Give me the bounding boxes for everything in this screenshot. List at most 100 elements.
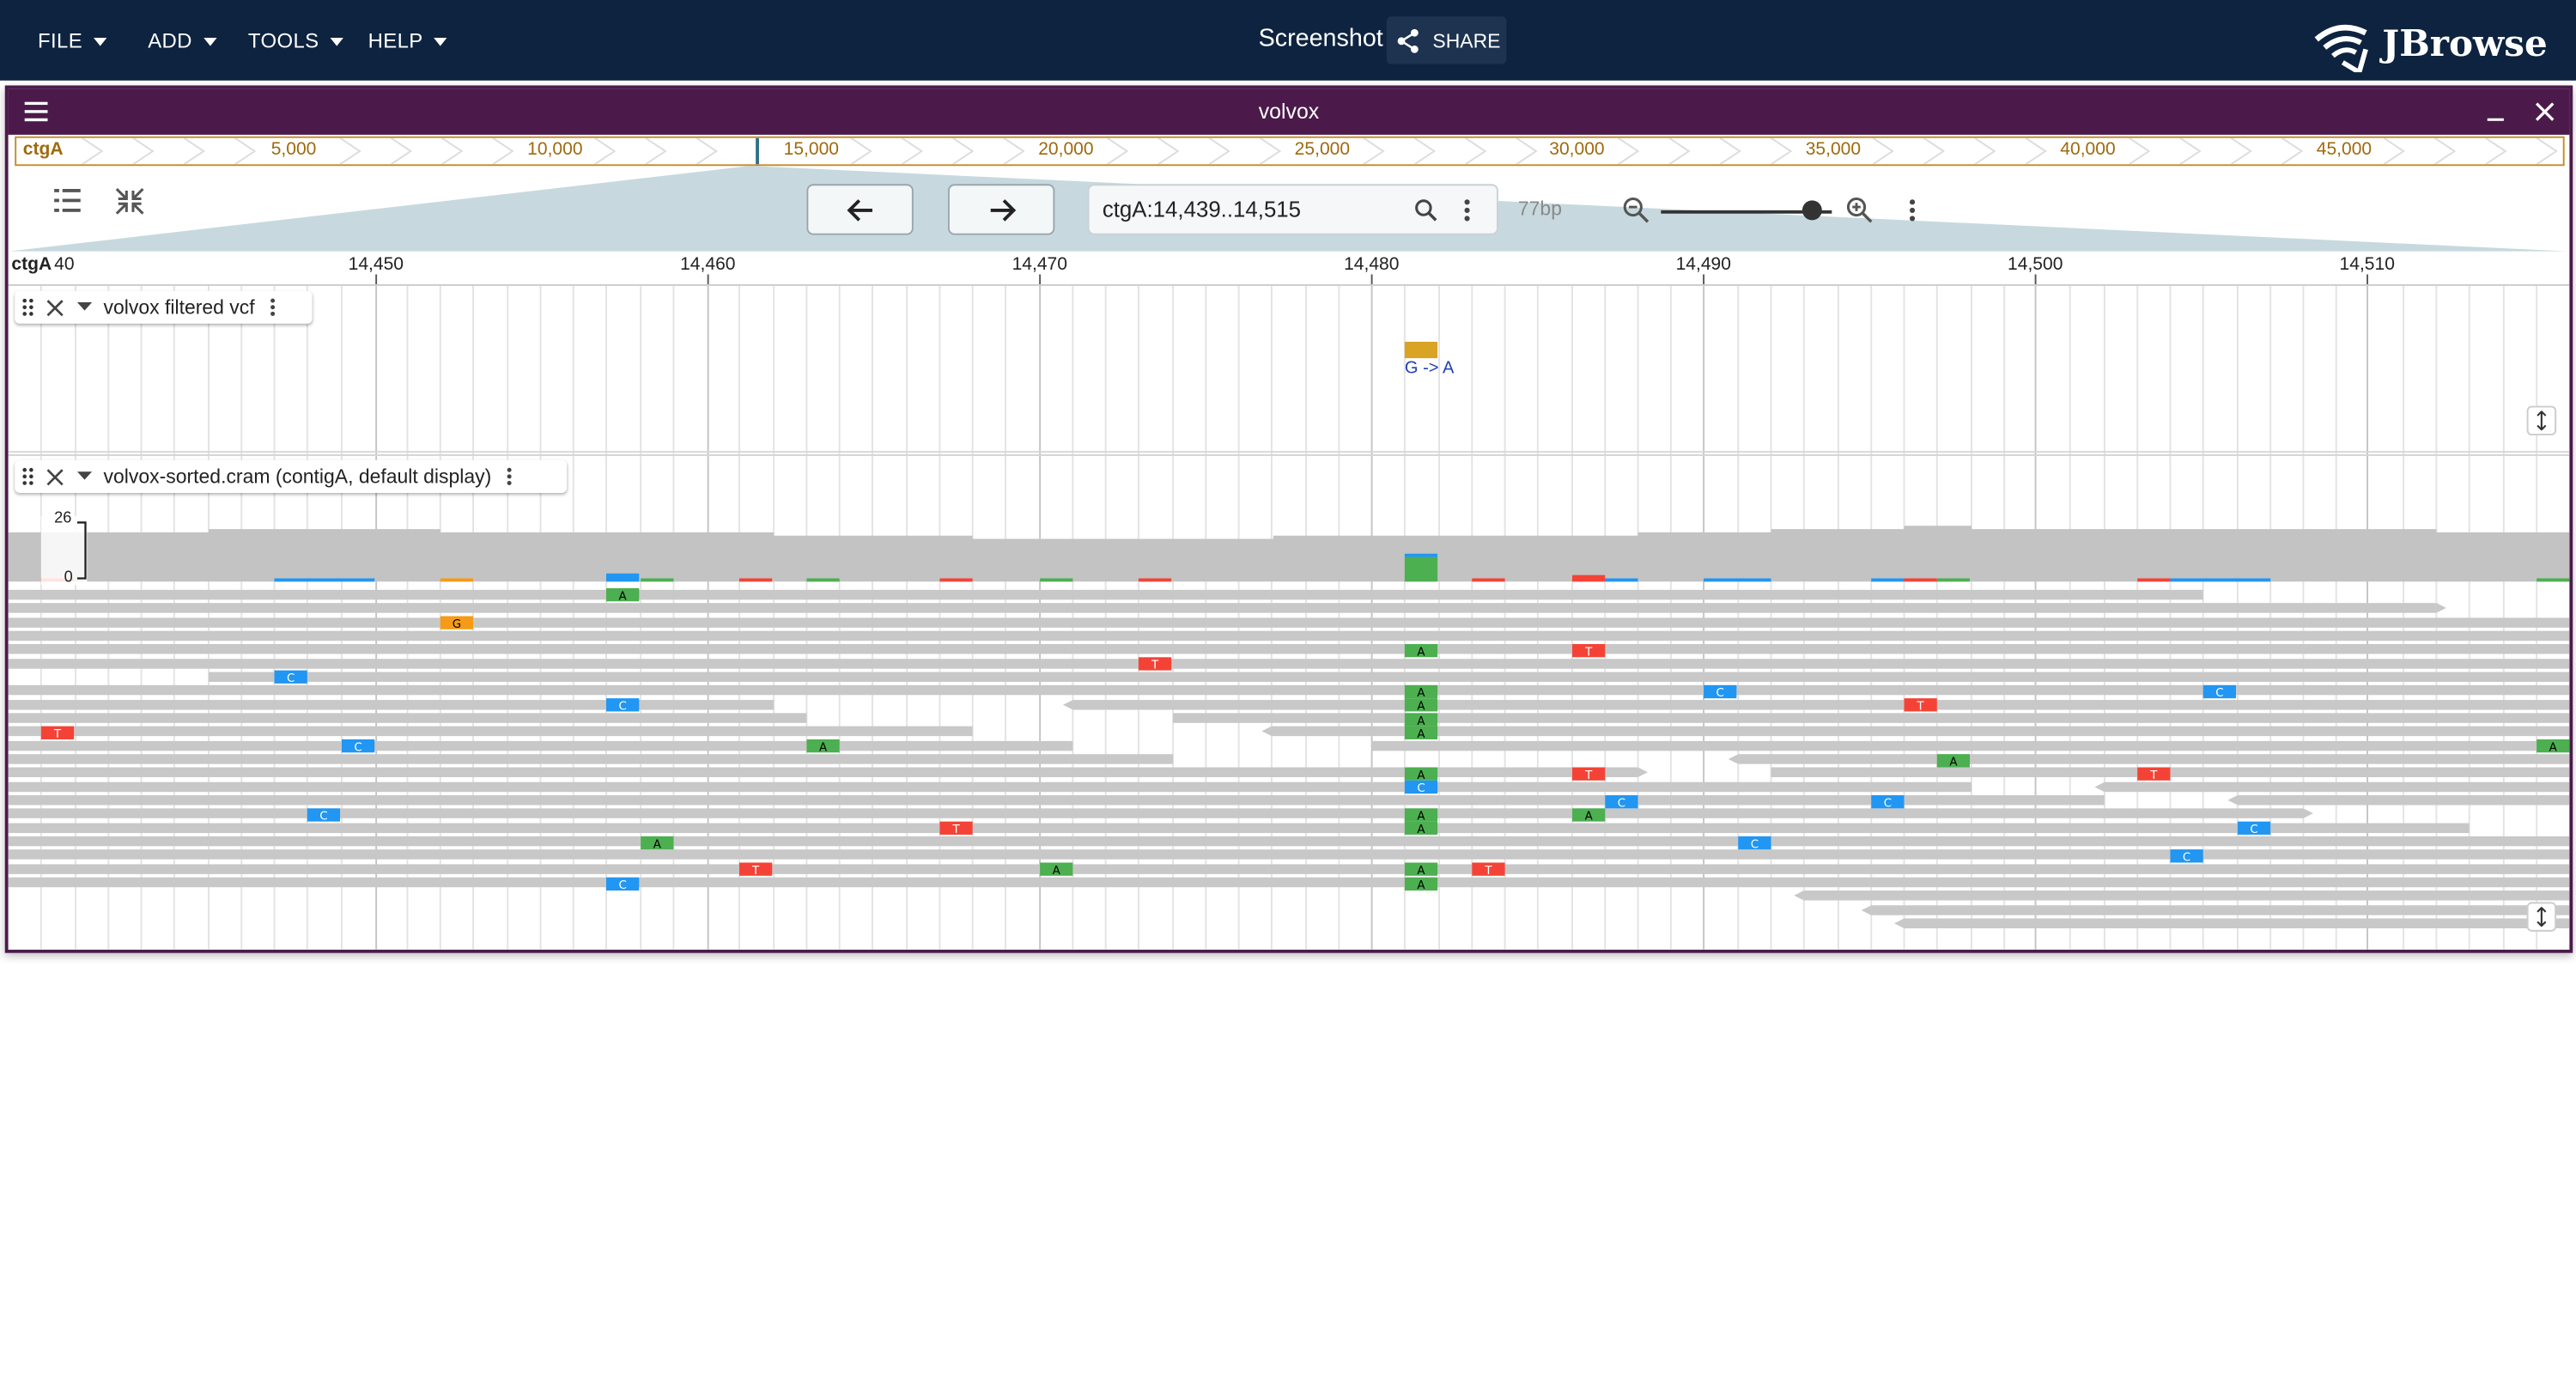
track-name: volvox filtered vcf [103, 295, 255, 319]
view-menu-icon[interactable] [1905, 198, 1918, 224]
svg-text:C: C [1618, 797, 1625, 810]
caret-down-icon [204, 38, 217, 46]
svg-text:T: T [1484, 865, 1492, 878]
menu-add[interactable]: ADD [148, 0, 217, 81]
scroll-right-button[interactable] [947, 184, 1055, 235]
tracks-canvas[interactable]: A G A T T C A C C C A T A T A C A A A A [8, 285, 2570, 950]
variant-label: G -> A [1404, 358, 1455, 379]
overview-tick: 35,000 [1805, 139, 1862, 160]
menu-help-label: HELP [368, 28, 423, 52]
svg-text:A: A [619, 590, 628, 603]
overview-tick: 45,000 [2316, 139, 2372, 160]
zoom-out-icon[interactable] [1621, 196, 1650, 225]
logo-text: JBrowse [2382, 22, 2548, 66]
minimize-icon[interactable] [2484, 102, 2507, 125]
menu-file[interactable]: FILE [38, 0, 107, 81]
ruler-ticks [375, 274, 2369, 285]
close-track-icon[interactable] [46, 467, 64, 485]
bp-width-label: 77bp [1517, 197, 1562, 221]
svg-text:T: T [1151, 660, 1159, 672]
pileup-reads [8, 589, 2570, 929]
drag-handle-icon[interactable] [21, 297, 34, 317]
svg-text:C: C [287, 672, 295, 685]
arrow-left-icon [846, 198, 872, 221]
close-icon[interactable] [2533, 100, 2556, 124]
ruler-tick-label: 14,500 [2008, 254, 2063, 275]
track-collapse-icon[interactable] [76, 471, 93, 481]
view-title: volvox [1258, 98, 1320, 124]
svg-text:C: C [2250, 824, 2257, 836]
svg-text:C: C [618, 879, 626, 892]
svg-text:A: A [1417, 646, 1425, 659]
overview-tick: 5,000 [270, 139, 317, 160]
menu-help[interactable]: HELP [368, 0, 448, 81]
svg-text:A: A [1417, 728, 1425, 741]
location-input[interactable] [1102, 197, 1399, 222]
close-track-icon[interactable] [46, 298, 64, 316]
track-selector-icon[interactable] [51, 180, 83, 220]
svg-text:T: T [751, 865, 760, 878]
svg-text:A: A [1053, 865, 1061, 878]
svg-text:T: T [53, 728, 62, 741]
svg-text:C: C [1716, 687, 1724, 700]
ruler-tick-label: 14,460 [680, 254, 736, 275]
location-search-box [1087, 184, 1498, 235]
zoom-in-icon[interactable] [1845, 196, 1874, 225]
track-resize-handle[interactable] [2526, 902, 2557, 932]
view-header: volvox [8, 88, 2570, 135]
hamburger-menu-icon[interactable] [23, 101, 50, 122]
overview-ref-name: ctgA [22, 139, 64, 160]
track-menu-icon[interactable] [507, 466, 513, 486]
svg-text:T: T [1584, 646, 1593, 659]
scroll-left-button[interactable] [806, 184, 914, 235]
svg-text:G: G [453, 618, 461, 631]
ruler[interactable]: ctgA 40 14,450 14,460 14,470 14,480 14,4… [8, 252, 2570, 286]
zoom-slider[interactable] [1661, 210, 1832, 214]
track-resize-handle[interactable] [2526, 405, 2557, 436]
arrow-right-icon [989, 198, 1016, 221]
ruler-tick-label: 14,450 [348, 254, 404, 275]
ruler-ref-name: ctgA [11, 254, 52, 275]
menu-tools[interactable]: TOOLS [247, 0, 344, 81]
menu-file-label: FILE [38, 28, 83, 52]
svg-text:T: T [1584, 769, 1593, 782]
svg-text:T: T [2149, 769, 2158, 782]
drag-handle-icon[interactable] [21, 466, 34, 486]
svg-text:C: C [618, 701, 626, 714]
svg-text:C: C [354, 741, 361, 754]
menu-tools-label: TOOLS [247, 28, 319, 52]
zoom-slider-thumb[interactable] [1801, 200, 1821, 221]
session-title: Screenshot [1258, 24, 1383, 53]
overview-tick: 40,000 [2060, 139, 2116, 160]
share-label: SHARE [1432, 28, 1501, 52]
search-icon[interactable] [1413, 198, 1439, 224]
overview-tick: 25,000 [1294, 139, 1351, 160]
collapse-icon[interactable] [113, 180, 146, 220]
svg-text:C: C [1417, 782, 1425, 795]
share-icon [1397, 27, 1419, 52]
track-collapse-icon[interactable] [76, 302, 93, 312]
ruler-tick-label: 40 [54, 254, 75, 275]
track-menu-icon[interactable] [270, 297, 276, 317]
ruler-tick-label: 14,510 [2339, 254, 2395, 275]
coverage-histogram [8, 526, 2570, 582]
svg-text:A: A [1417, 715, 1425, 728]
ruler-tick-label: 14,480 [1344, 254, 1400, 275]
more-vert-icon[interactable] [1461, 198, 1473, 224]
svg-text:C: C [319, 811, 327, 824]
caret-down-icon [94, 38, 107, 46]
ruler-tick-label: 14,470 [1012, 254, 1067, 275]
svg-text:A: A [1417, 879, 1425, 892]
overview-scalebar[interactable]: ctgA 5,000 10,000 15,000 20,000 25,000 3… [15, 136, 2565, 167]
svg-text:A: A [2549, 741, 2558, 754]
overview-tick: 30,000 [1549, 139, 1605, 160]
track-label-vcf: volvox filtered vcf [15, 290, 313, 324]
svg-text:A: A [1417, 701, 1425, 714]
coverage-min-label: 0 [64, 568, 73, 587]
track-name: volvox-sorted.cram (contigA, default dis… [103, 465, 492, 489]
track-label-cram: volvox-sorted.cram (contigA, default dis… [15, 459, 568, 493]
svg-text:T: T [951, 824, 960, 836]
vertical-resize-icon [2537, 907, 2547, 927]
variant-feature[interactable] [1404, 341, 1438, 359]
share-button[interactable]: SHARE [1386, 16, 1507, 64]
